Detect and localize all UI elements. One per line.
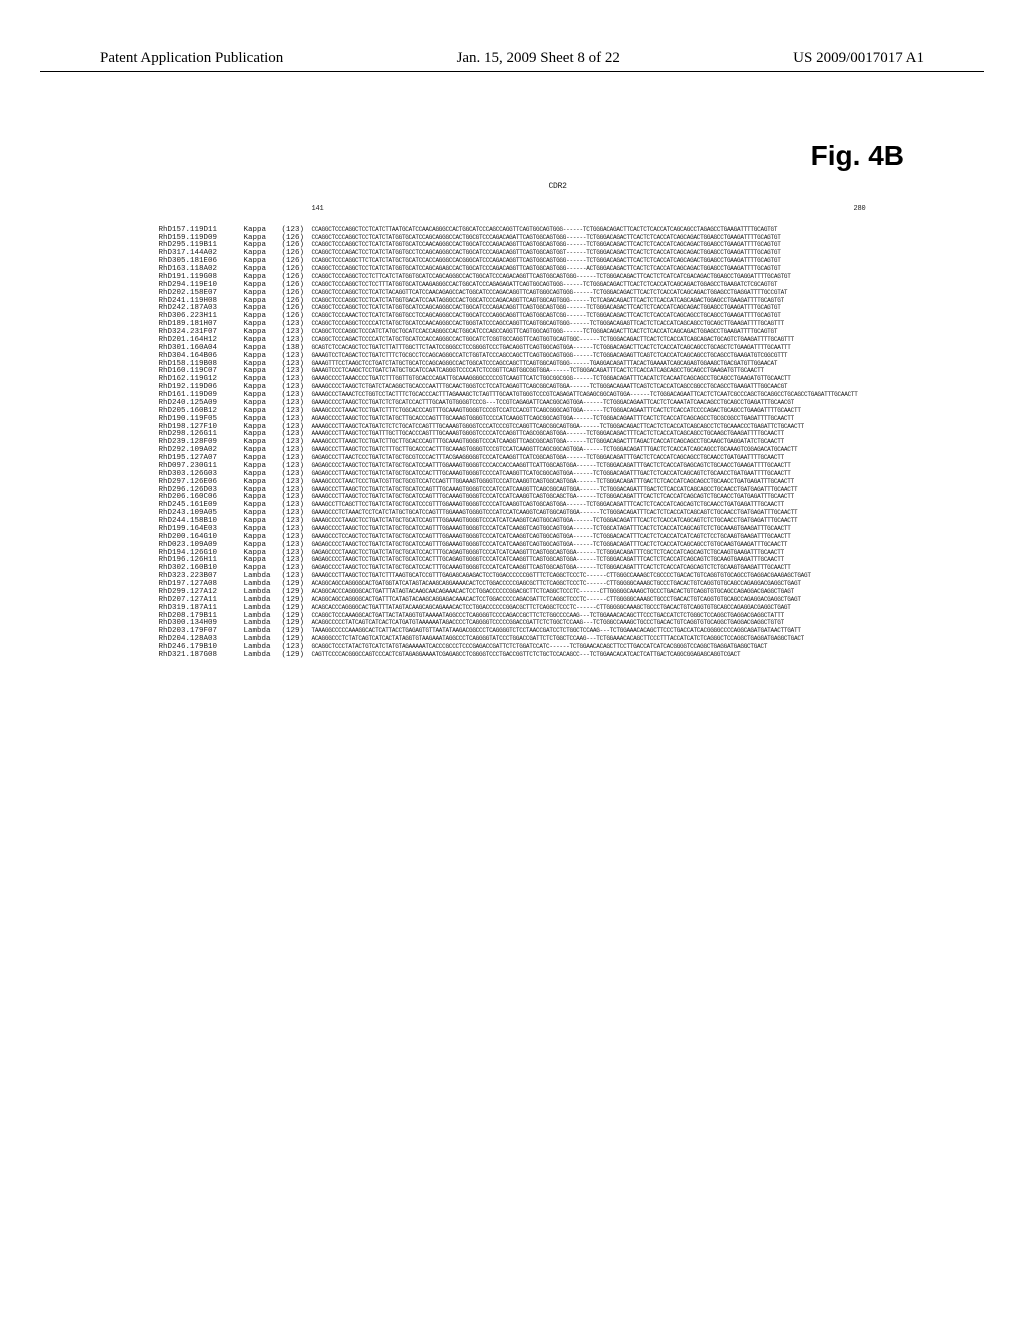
sequence: GAAAGCCCTAAACTCCTGGTCCTACTTTCTGCACCCACTT… xyxy=(311,392,857,398)
ruler-end: 280 xyxy=(854,206,866,213)
sequence: ACAGGGCCCTCTATCAGTCATCACTATAGGTGTAAGAAAT… xyxy=(311,636,804,642)
sequence: GAAAGCCTTCAGCTTCCTGATCTATGCTGCATCCCGTTTG… xyxy=(311,502,783,508)
sequence: GAAAGCCCTCCAGCTCCTGATCTATGCTGCATCCAGTTTG… xyxy=(311,534,790,540)
sequence: GAGAGCCCTTAAGCTCCTGATCTATGCTGCATCCACTTTG… xyxy=(311,471,790,477)
ruler-start: 141 xyxy=(311,206,323,213)
sequence: GAAAGCCCCTAACTCCCTGATCGTTGCTGCGTCCATCCAG… xyxy=(311,479,793,485)
sequence: GAAAGTTTCCTAAGCTCCTGATCTATGCTGCATCCAGCAG… xyxy=(311,361,777,367)
sequence: GAAAGCCCTTAAGCTCCTGATCTTTAAGTGCATCCGTTTG… xyxy=(311,573,810,579)
sequence: GAAAGCCCCTAAGCTCTGATCTACAGGCTGCACCCAATTT… xyxy=(311,384,787,390)
sequence: GAAAGTCCTCAGACTCCTGATCTTTCTGCGCCTCCAGCAG… xyxy=(311,353,787,359)
sequence: CCAGGCTCCCAGGCTCCTCCTTTATGGTGCATCAAGAGGG… xyxy=(311,282,777,288)
sequence: GAAAGCCCCTAAACCCCTGATCTTTGGTTGTGCACCCAGA… xyxy=(311,376,790,382)
sequence: ACAGCACCCAGGGGCACTGATTTATAGTACAAGCAGCAGA… xyxy=(311,605,790,611)
sequence: GAAAGCCCTCTAAACTCCTCATCTATGCTGCATCCAGTTT… xyxy=(311,510,797,516)
chain-type: Lambda xyxy=(243,652,281,660)
sequence: GAAAGCCCCTAAGCTCCTGATCTCTGCATCCACTTTGCAA… xyxy=(311,400,793,406)
sequence: GAAAGCCCCTAAGCTCCTGATCTATGCTGCATCCAGTTTG… xyxy=(311,526,790,532)
sequence: GCAGGCTCCCTATACTGTCATCTATGTAGAAAAATCACCC… xyxy=(311,644,767,650)
sequence-alignment: CDR2 141 280 RhD157.119D11Kappa(123)CCAG… xyxy=(158,170,865,673)
sequence: GAAAGCCCTTAAGCTCCTGATCTTTGCTTGCACCCACTTT… xyxy=(311,447,797,453)
sequence: AAAAGCCCTTAAGCTCCTGATCTTGCTTGCACCCAGTTTG… xyxy=(311,439,783,445)
sequence: AGAAGCCCCTAAGCTCCTGATCTATGCTTGCACCCAGTTT… xyxy=(311,416,793,422)
sequence: ACAGGCACCCAGGGGCACTGATTTATAGTACAAGCAACAG… xyxy=(311,589,793,595)
sequence: GAGAGCCCCTAAGCTCCTGATCTATGCTGCATCCACTTTG… xyxy=(311,550,783,556)
pub-label: Patent Application Publication xyxy=(100,50,283,67)
page-header: Patent Application Publication Jan. 15, … xyxy=(40,0,984,72)
ruler-row: 141 280 xyxy=(158,206,865,213)
cdr2-label: CDR2 xyxy=(548,183,865,191)
date-sheet: Jan. 15, 2009 Sheet 8 of 22 xyxy=(457,50,620,67)
sequence: ACAGGCAGCCAGGGGCACTGATGGTATCATAGTACAAGCA… xyxy=(311,581,800,587)
sequence: CCAGGCTCCCAGGCTCCTCATCTATGGTGCATCCAGCAGG… xyxy=(311,235,780,241)
figure-title: Fig. 4B xyxy=(811,140,904,172)
alignment-container: CDR2 141 280 RhD157.119D11Kappa(123)CCAG… xyxy=(158,170,865,673)
sequence-id: RhD321.187G08 xyxy=(158,652,243,660)
start-position: (129) xyxy=(281,652,311,660)
sequence: AAAAGCCCTTAAGCTCATGATCTCTCTGCATCCAGTTTGC… xyxy=(311,424,804,430)
sequence: CAGTTCCCCACGGGCCAGTCCCACTCGTAGAGGAAAATCG… xyxy=(311,652,740,658)
sequence: TAAAGGCCCCCAAAGGCACTCATTACCTGAGAGTGTTAAT… xyxy=(311,628,800,634)
pub-number: US 2009/0017017 A1 xyxy=(793,50,924,67)
sequence: AAAAGCCCTTAAGCTCCTGATTTGCTTGCACCCAGTTTGC… xyxy=(311,431,783,437)
sequence: CCAGGCTCCCAAAGGCACTGATTACTATAGGTGTAAAAAT… xyxy=(311,613,783,619)
sequence: GAGAGCCCCTAAGCTCCTGATCTATGCTGCATCCACTTTG… xyxy=(311,565,790,571)
sequence: CCAGGCTCCCAGGCTCCTCATCTATGGTGACATCCAATAG… xyxy=(311,298,783,304)
sequence: GCAGTCTCCACAGCTCCTGATCTTATTTGGCTTCTAATCC… xyxy=(311,345,790,351)
sequence: CCAGGCTCCCAGGCTTCTCATCTATGCTGCATCCACCAGG… xyxy=(311,258,780,264)
sequence: GAGAGCCCCTAAGCTCCTGATCTATGCTGCATCCAGTTTG… xyxy=(311,542,787,548)
sequence: CCAGGCTCCCAGACTCCCCATCTATGCTGCATCCACCAGG… xyxy=(311,337,793,343)
sequence: CCAGGCTCCCAGGCTCCTCATCTATGGTGCATCCAGCAGG… xyxy=(311,305,780,311)
sequence: GAAAGCCCTTAAGCTCCTGATCTATGCTGCATCCAGTTTG… xyxy=(311,487,797,493)
sequence: GAGAGCCCCTAAGCTCCTGATCTATGCTGCATCCAATTTG… xyxy=(311,463,790,469)
sequence: CCAGGCTCCCAAACTCCTCATCTATGGTGCCTCCAGCAGG… xyxy=(311,313,780,319)
sequence: GAGAGCCCTTAACTCCCTGATCTATGCTGCGTCCCACTTT… xyxy=(311,455,783,461)
sequence: CCAGGCTCCCAGGCTCCTCATCTTAATGCATCCAACAGGG… xyxy=(311,227,777,233)
sequence: GAAAGCCCCTAAGCTCCTGATCTATGCTGCATCCAGTTTG… xyxy=(311,518,797,524)
sequence: CCAGGCTCCCAGGCTCCTCTTCATCTATGGTGCATCCAGC… xyxy=(311,274,790,280)
sequence: GAGAGCCCCTAAGCTCCTGATCTATGCTGCATCCACTTTG… xyxy=(311,557,783,563)
sequence: GAAAGTCCCTCAAGCTCCTGATCTATGCTGCATCCAATCA… xyxy=(311,368,763,374)
sequence: CCAGGCTCCCAGGCTCCTCATCTACAGGTTCATCCAACAG… xyxy=(311,290,787,296)
sequence: GAAAGCCCCTAAACTCCTGATCTTTCTGGCACCCAGTTTG… xyxy=(311,408,800,414)
sequence: CCAGGCTCCCAGGCTCCCATCTATGCTGCATCCACCAGGG… xyxy=(311,329,777,335)
sequence: CCAGGCTCCCAGGCTCCCCATCTATGCTGCATCCAACAGG… xyxy=(311,321,783,327)
sequence: CCAGGCTCCCAGGCTCCTCATCTATGGTGCATCCAACAGG… xyxy=(311,242,780,248)
alignment-row: RhD321.187G08Lambda(129)CAGTTCCCCACGGGCC… xyxy=(158,652,865,660)
sequence: GAAAGCCCTTAAGCTCCTGATCTATGCTGCATCCAGTTTG… xyxy=(311,494,793,500)
sequence: CCAGGCTCCCAGACTCCTCATCTATGGTGCCTCCAGCAGG… xyxy=(311,250,780,256)
sequence: ACAGGCCCCCTATCAGTCATCACTCATGATGTAAAAAATA… xyxy=(311,620,783,626)
sequence: ACAGGCAGCCAGGGGCACTGATTTCATAGTACAAGCAGGA… xyxy=(311,597,800,603)
sequence: CCAGGCTCCCAGGCTCCTCATCTATGGTGCATCCAGCAGA… xyxy=(311,266,780,272)
